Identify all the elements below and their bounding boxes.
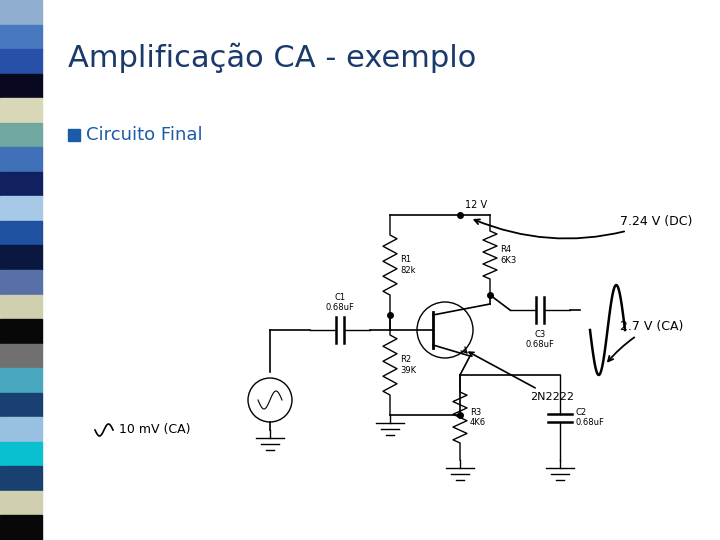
Bar <box>0 491 42 516</box>
Bar <box>0 294 42 319</box>
Bar <box>0 221 42 246</box>
Text: 2.7 V (CA): 2.7 V (CA) <box>608 320 683 361</box>
Text: 2N2222: 2N2222 <box>469 352 574 402</box>
Bar <box>0 467 42 491</box>
Bar <box>0 246 42 270</box>
Text: C3
0.68uF: C3 0.68uF <box>526 330 554 349</box>
Bar <box>0 197 42 221</box>
Bar <box>0 172 42 197</box>
Bar <box>0 319 42 343</box>
Bar <box>0 0 42 24</box>
Bar <box>0 147 42 172</box>
Bar <box>0 98 42 123</box>
Bar <box>68 129 80 141</box>
Bar <box>0 270 42 294</box>
Text: C2
0.68uF: C2 0.68uF <box>576 408 605 427</box>
Text: R1
82k: R1 82k <box>400 255 415 275</box>
Bar <box>0 123 42 147</box>
Bar <box>0 73 42 98</box>
Text: 7.24 V (DC): 7.24 V (DC) <box>474 215 693 239</box>
Bar <box>0 393 42 417</box>
Bar <box>0 24 42 49</box>
Text: C1
0.68uF: C1 0.68uF <box>325 293 354 312</box>
Bar <box>0 343 42 368</box>
Bar <box>0 49 42 73</box>
Bar <box>0 417 42 442</box>
Bar <box>0 368 42 393</box>
Text: R3
4K6: R3 4K6 <box>470 408 486 427</box>
Text: 12 V: 12 V <box>465 200 487 210</box>
Text: Amplificação CA - exemplo: Amplificação CA - exemplo <box>68 43 476 73</box>
Text: R4
6K3: R4 6K3 <box>500 245 516 265</box>
Text: R2
39K: R2 39K <box>400 355 416 375</box>
Text: 10 mV (CA): 10 mV (CA) <box>119 423 191 436</box>
Text: Circuito Final: Circuito Final <box>86 126 202 144</box>
Bar <box>0 516 42 540</box>
Bar <box>0 442 42 467</box>
